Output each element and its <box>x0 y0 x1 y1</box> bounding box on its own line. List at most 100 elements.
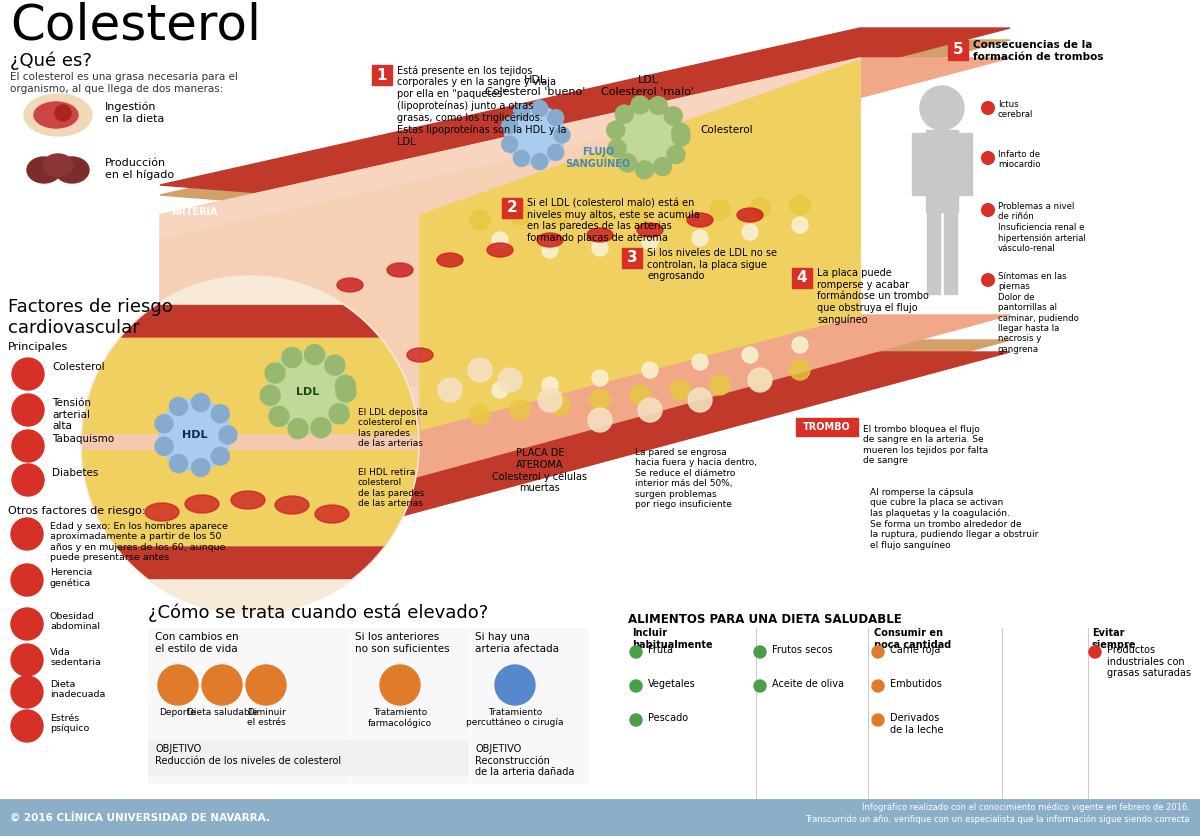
Circle shape <box>311 418 331 438</box>
Circle shape <box>750 370 770 390</box>
Circle shape <box>982 152 994 164</box>
Text: La pared se engrosa
hacia fuera y hacia dentro,
Se reduce el diámetro
interior m: La pared se engrosa hacia fuera y hacia … <box>635 448 757 509</box>
Circle shape <box>496 665 535 705</box>
Bar <box>622 248 642 268</box>
Text: HDL: HDL <box>182 430 208 440</box>
Bar <box>912 133 928 195</box>
Ellipse shape <box>28 157 61 183</box>
Circle shape <box>498 368 522 392</box>
Circle shape <box>982 274 994 286</box>
Text: Pescado: Pescado <box>648 713 688 723</box>
Circle shape <box>12 394 44 426</box>
Circle shape <box>336 382 356 402</box>
Circle shape <box>336 375 355 395</box>
Circle shape <box>872 680 884 692</box>
Circle shape <box>692 230 708 246</box>
Text: Principales: Principales <box>8 342 68 352</box>
Circle shape <box>920 86 964 130</box>
Text: Al romperse la cápsula
que cubre la placa se activan
las plaquetas y la coagulac: Al romperse la cápsula que cubre la plac… <box>870 488 1038 549</box>
Ellipse shape <box>217 383 242 397</box>
Text: LDL
Colesterol 'malo': LDL Colesterol 'malo' <box>601 75 695 97</box>
Circle shape <box>269 406 289 426</box>
Text: Otros factores de riesgo:: Otros factores de riesgo: <box>8 506 145 516</box>
Circle shape <box>642 234 658 250</box>
Circle shape <box>169 455 187 472</box>
Circle shape <box>11 710 43 742</box>
Ellipse shape <box>314 505 349 523</box>
Circle shape <box>616 105 634 123</box>
Text: Fruta: Fruta <box>648 645 673 655</box>
Circle shape <box>790 195 810 215</box>
Circle shape <box>82 277 418 613</box>
Circle shape <box>158 399 230 471</box>
Ellipse shape <box>686 213 713 227</box>
Circle shape <box>211 447 229 465</box>
Bar <box>928 212 940 294</box>
Text: La placa puede
romperse y acabar
formándose un trombo
que obstruya el flujo
sang: La placa puede romperse y acabar formánd… <box>817 268 929 325</box>
Circle shape <box>246 665 286 705</box>
Circle shape <box>748 368 772 392</box>
Circle shape <box>630 205 650 225</box>
Ellipse shape <box>407 348 433 362</box>
Text: Colesterol: Colesterol <box>10 2 262 50</box>
Text: Ingestión
en la dieta: Ingestión en la dieta <box>106 102 164 124</box>
Text: 4: 4 <box>797 271 808 286</box>
Bar <box>502 198 522 218</box>
Text: ¿Cómo se trata cuando está elevado?: ¿Cómo se trata cuando está elevado? <box>148 603 488 621</box>
Text: ARTERIA: ARTERIA <box>172 207 218 217</box>
Text: Incluir
habitualmente: Incluir habitualmente <box>632 628 713 650</box>
Circle shape <box>630 714 642 726</box>
Circle shape <box>547 110 564 125</box>
Polygon shape <box>160 340 1010 520</box>
Bar <box>82 338 418 545</box>
Circle shape <box>710 200 730 220</box>
Text: Si los anteriores
no son suficientes: Si los anteriores no son suficientes <box>355 632 450 654</box>
Circle shape <box>872 714 884 726</box>
Bar <box>926 130 958 212</box>
Circle shape <box>266 350 350 434</box>
Circle shape <box>288 419 308 439</box>
Text: Diminuir
el estrés: Diminuir el estrés <box>247 708 286 727</box>
Ellipse shape <box>587 228 613 242</box>
Circle shape <box>192 394 210 411</box>
Circle shape <box>542 377 558 393</box>
Circle shape <box>388 388 412 412</box>
Circle shape <box>792 337 808 353</box>
Text: Si los niveles de LDL no se
controlan, la placa sigue
engrosando: Si los niveles de LDL no se controlan, l… <box>647 248 778 281</box>
Bar <box>82 338 418 433</box>
Circle shape <box>510 400 530 420</box>
Ellipse shape <box>230 491 265 509</box>
Text: Producción
en el hígado: Producción en el hígado <box>106 158 174 181</box>
Text: FLUJO
SANGUÍNEO: FLUJO SANGUÍNEO <box>565 147 630 169</box>
Text: Obesidad
abdominal: Obesidad abdominal <box>50 612 100 631</box>
Circle shape <box>55 105 71 121</box>
Circle shape <box>502 136 517 152</box>
Circle shape <box>468 358 492 382</box>
Bar <box>796 418 858 436</box>
Circle shape <box>654 158 672 176</box>
Bar <box>82 450 418 545</box>
Circle shape <box>592 370 608 386</box>
Circle shape <box>665 107 683 125</box>
Text: Problemas a nivel
de riñón
Insuficiencia renal e
hipertensión arterial
vásculo-r: Problemas a nivel de riñón Insuficiencia… <box>998 202 1086 253</box>
Text: PLACA DE
ATEROMA
Colesterol y células
muertas: PLACA DE ATEROMA Colesterol y células mu… <box>492 448 588 493</box>
Circle shape <box>12 464 44 496</box>
Text: Dieta
inadecuada: Dieta inadecuada <box>50 680 106 700</box>
Circle shape <box>872 646 884 658</box>
Ellipse shape <box>24 94 92 136</box>
Text: Edad y sexo: En los hombres aparece
aproximadamente a partir de los 50
años y en: Edad y sexo: En los hombres aparece apro… <box>50 522 228 562</box>
Polygon shape <box>420 60 860 430</box>
Circle shape <box>514 150 529 166</box>
Circle shape <box>550 395 570 415</box>
Circle shape <box>514 104 529 120</box>
Text: Infográfico realizado con el conocimiento médico vigente en febrero de 2016.
Tra: Infográfico realizado con el conocimient… <box>805 803 1190 823</box>
Text: El colesterol es una grasa necesaria para el
organismo, al que llega de dos mane: El colesterol es una grasa necesaria par… <box>10 72 238 94</box>
Text: 1: 1 <box>377 68 388 83</box>
Text: Carne roja: Carne roja <box>890 645 941 655</box>
Circle shape <box>220 426 238 444</box>
Text: Tensión
arterial
alta: Tensión arterial alta <box>52 398 91 431</box>
Text: El HDL retira
colesterol
de las paredes
de las arterias: El HDL retira colesterol de las paredes … <box>358 468 425 508</box>
Circle shape <box>649 97 667 115</box>
Polygon shape <box>160 58 1010 232</box>
Circle shape <box>510 205 530 225</box>
